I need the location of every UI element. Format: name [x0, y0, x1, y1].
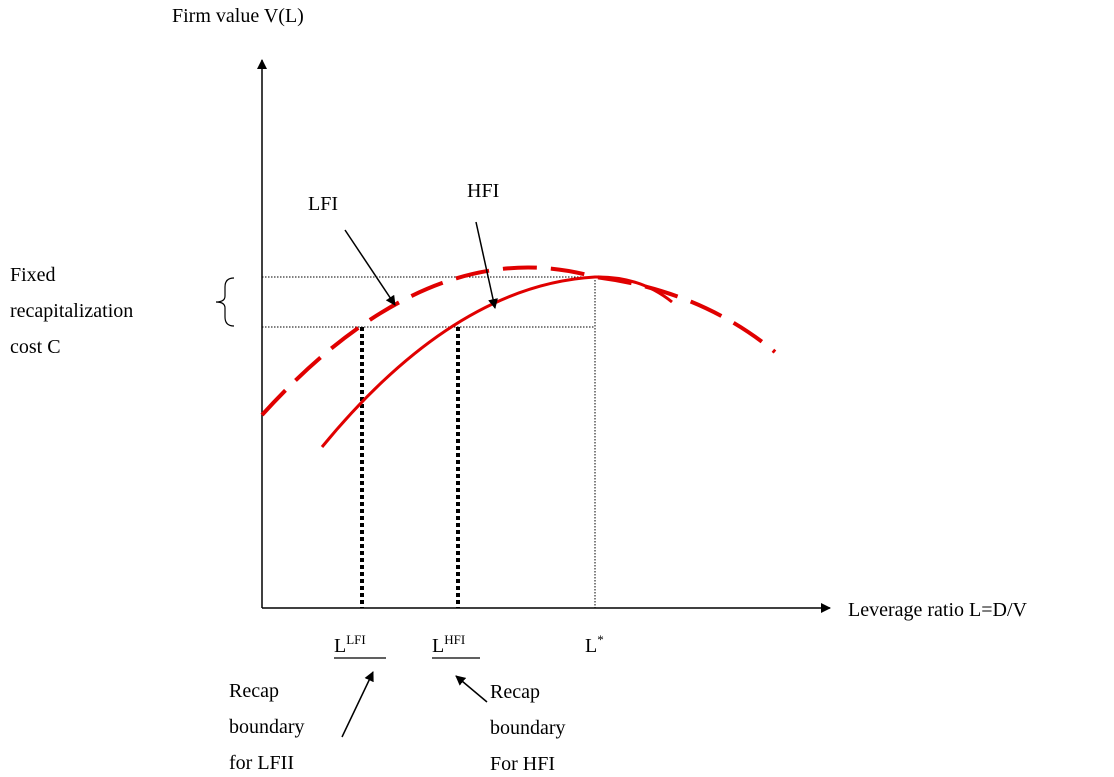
- optimal-leverage-tick: L*: [585, 632, 604, 657]
- cost-label-line1: Fixed: [10, 264, 56, 286]
- lfi-note-arrow: [341, 671, 374, 738]
- hfi-boundary-tick: LHFI: [432, 632, 465, 657]
- hfi-note-arrow: [455, 675, 488, 703]
- lfi-curve-label: LFI: [308, 193, 338, 215]
- hfi-note-line2: boundary: [490, 717, 566, 739]
- y-axis-label: Firm value V(L): [172, 5, 304, 27]
- cost-label-line2: recapitalization: [10, 300, 133, 322]
- cost-label-line3: cost C: [10, 336, 61, 358]
- lfi-boundary-tick: LLFI: [334, 632, 366, 657]
- lfi-note-line2: boundary: [229, 716, 305, 738]
- lfi-pointer-arrow: [344, 229, 396, 306]
- cost-brace: [215, 277, 235, 327]
- lfi-note-line1: Recap: [229, 680, 279, 702]
- hfi-pointer-arrow: [475, 221, 498, 309]
- lfi-note-line3: for LFII: [229, 752, 294, 774]
- hfi-note-line1: Recap: [490, 681, 540, 703]
- lfi-curve: [260, 265, 777, 417]
- x-axis-label: Leverage ratio L=D/V: [848, 599, 1028, 621]
- hfi-note-line3: For HFI: [490, 753, 555, 775]
- hfi-curve-label: HFI: [467, 180, 499, 202]
- hfi-curve: [320, 275, 673, 448]
